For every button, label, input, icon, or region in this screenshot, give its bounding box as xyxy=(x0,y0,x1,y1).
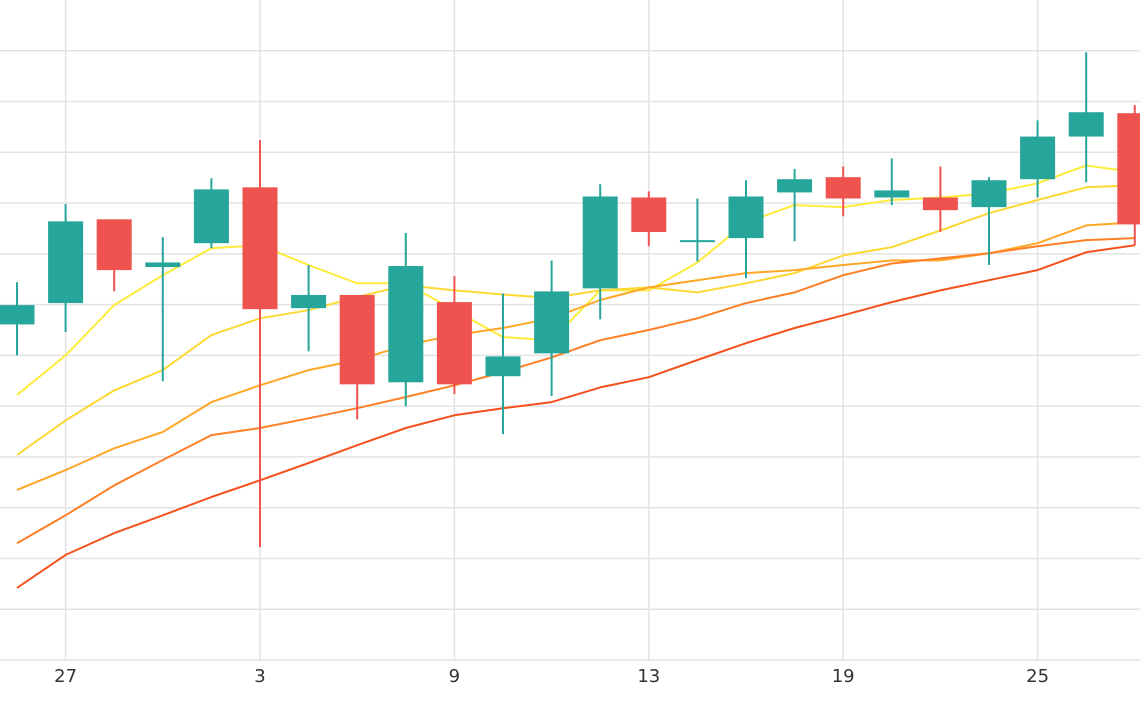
candle-body xyxy=(48,221,84,304)
x-tick-label: 27 xyxy=(54,666,77,687)
candle-body xyxy=(193,189,229,244)
candle-body xyxy=(1117,113,1140,225)
candle-body xyxy=(825,177,861,199)
x-tick-label: 13 xyxy=(637,666,660,687)
candles xyxy=(0,52,1140,548)
candle-body xyxy=(582,196,618,289)
moving-average-line xyxy=(16,221,1135,491)
candle-body xyxy=(874,190,910,198)
candle-body xyxy=(971,180,1007,208)
moving-averages xyxy=(16,164,1135,589)
x-tick-label: 25 xyxy=(1026,666,1049,687)
candle-body xyxy=(1020,136,1056,180)
moving-average-line xyxy=(16,237,1135,545)
candle-body xyxy=(777,179,813,193)
candle-body xyxy=(534,291,570,354)
candle-body xyxy=(1068,112,1104,137)
candle-body xyxy=(436,302,472,385)
candle-body xyxy=(631,197,667,233)
candle-body xyxy=(242,187,278,310)
candle-body xyxy=(728,196,764,239)
x-tick-label: 19 xyxy=(832,666,855,687)
grid xyxy=(0,0,1140,661)
candle-body xyxy=(339,294,375,385)
x-axis: 27 3 9 13 19 25 xyxy=(54,666,1049,687)
candle-body xyxy=(388,266,424,383)
candle-body xyxy=(485,356,521,377)
x-tick-label: 9 xyxy=(449,666,460,687)
moving-average-line xyxy=(16,244,1135,589)
candle-body xyxy=(96,219,132,271)
candle-body xyxy=(0,305,35,325)
candle-body xyxy=(145,262,181,268)
moving-average-line xyxy=(16,164,1135,396)
candle-body xyxy=(679,240,715,243)
candle-body xyxy=(291,294,327,309)
candle-body xyxy=(922,197,958,211)
moving-average-line xyxy=(16,184,1135,456)
x-tick-label: 3 xyxy=(254,666,265,687)
